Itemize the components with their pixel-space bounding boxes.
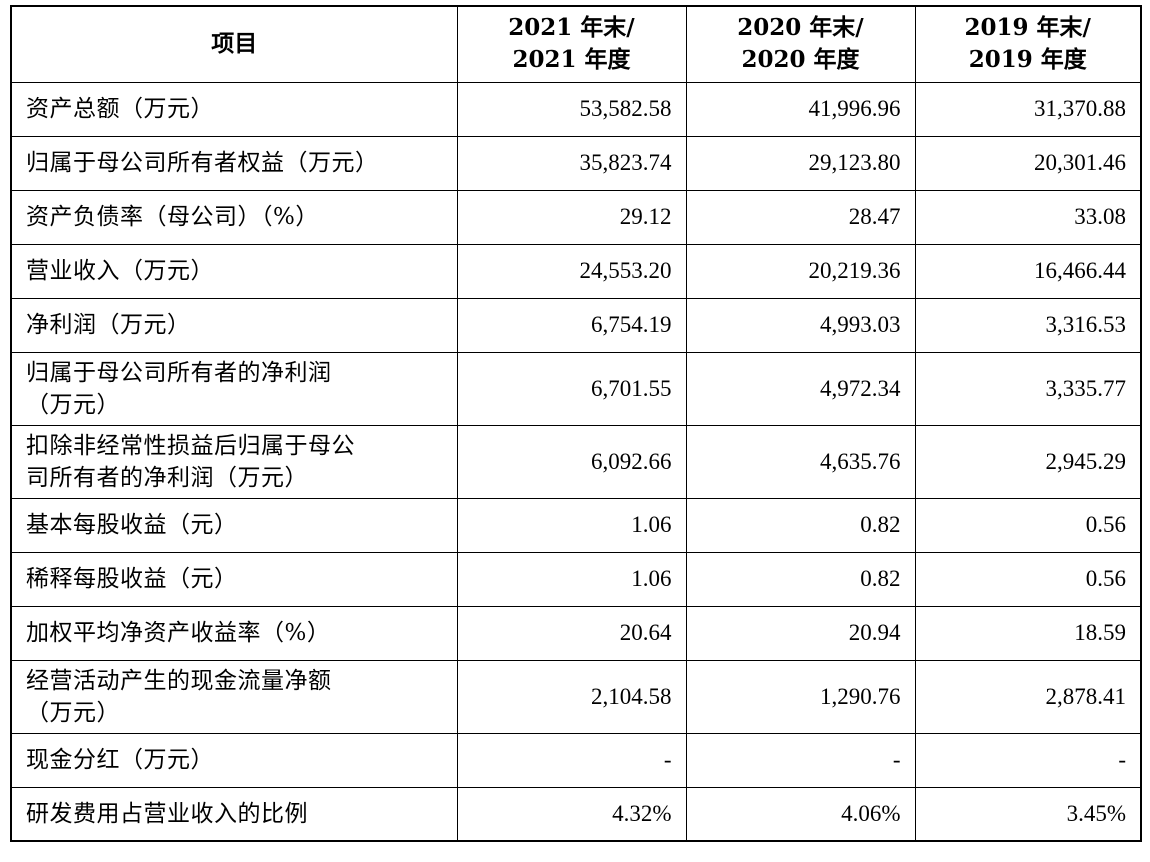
value-2019: 2,945.29 <box>914 424 1142 499</box>
row-label: 扣除非经常性损益后归属于母公 司所有者的净利润（万元） <box>10 424 458 499</box>
row-label: 资产负债率（母公司）（%） <box>10 189 458 245</box>
table-row: 营业收入（万元） 24,553.20 20,219.36 16,466.44 <box>10 243 1142 299</box>
table-row: 现金分红（万元） - - - <box>10 732 1142 788</box>
header-2019-line2: 2019 年度 <box>968 46 1087 74</box>
header-2020: 2020 年末/ 2020 年度 <box>685 5 916 83</box>
table-row: 研发费用占营业收入的比例 4.32% 4.06% 3.45% <box>10 786 1142 842</box>
row-label-line2: （万元） <box>26 699 120 726</box>
value-2020: 28.47 <box>685 189 916 245</box>
value-2021: 4.32% <box>456 786 687 842</box>
header-2021-line2: 2021 年度 <box>512 46 631 74</box>
value-2020: 20,219.36 <box>685 243 916 299</box>
table-row: 稀释每股收益（元） 1.06 0.82 0.56 <box>10 551 1142 607</box>
value-2021: 24,553.20 <box>456 243 687 299</box>
value-2020: 29,123.80 <box>685 135 916 191</box>
row-label: 研发费用占营业收入的比例 <box>10 786 458 842</box>
header-2019-line1: 2019 年末/ <box>964 14 1091 42</box>
value-2019: 3,316.53 <box>914 297 1142 353</box>
value-2020: 4,972.34 <box>685 351 916 426</box>
row-label-line1: 现金分红（万元） <box>26 747 214 773</box>
table-row: 归属于母公司所有者的净利润 （万元） 6,701.55 4,972.34 3,335.7… <box>10 351 1142 426</box>
row-label-line1: 稀释每股收益（元） <box>26 566 238 592</box>
row-label: 归属于母公司所有者权益（万元） <box>10 135 458 191</box>
row-label-line1: 归属于母公司所有者权益（万元） <box>26 150 379 176</box>
value-2019: 16,466.44 <box>914 243 1142 299</box>
value-2020: 0.82 <box>685 551 916 607</box>
value-2019: 0.56 <box>914 551 1142 607</box>
value-2020: 41,996.96 <box>685 81 916 137</box>
value-2021: 20.64 <box>456 605 687 661</box>
row-label: 资产总额（万元） <box>10 81 458 137</box>
value-2021: 2,104.58 <box>456 659 687 734</box>
table-row: 基本每股收益（元） 1.06 0.82 0.56 <box>10 497 1142 553</box>
value-2020: 4.06% <box>685 786 916 842</box>
row-label-line1: 基本每股收益（元） <box>26 512 238 538</box>
row-label: 稀释每股收益（元） <box>10 551 458 607</box>
value-2019: 18.59 <box>914 605 1142 661</box>
row-label-line1: 经营活动产生的现金流量净额 <box>26 667 332 694</box>
value-2020: 4,635.76 <box>685 424 916 499</box>
row-label-line1: 研发费用占营业收入的比例 <box>26 800 308 827</box>
value-2021: 29.12 <box>456 189 687 245</box>
value-2019: 3.45% <box>914 786 1142 842</box>
header-item: 项目 <box>10 5 458 83</box>
value-2021: 53,582.58 <box>456 81 687 137</box>
value-2021: - <box>456 732 687 788</box>
value-2021: 1.06 <box>456 497 687 553</box>
table-row: 加权平均净资产收益率（%） 20.64 20.94 18.59 <box>10 605 1142 661</box>
table-row: 扣除非经常性损益后归属于母公 司所有者的净利润（万元） 6,092.66 4,635.… <box>10 424 1142 499</box>
row-label: 营业收入（万元） <box>10 243 458 299</box>
header-2021: 2021 年末/ 2021 年度 <box>456 5 687 83</box>
header-2020-line2: 2020 年度 <box>741 46 860 74</box>
row-label-line2: （万元） <box>26 391 120 418</box>
header-2020-line1: 2020 年末/ <box>737 14 864 42</box>
value-2021: 6,092.66 <box>456 424 687 499</box>
value-2019: 0.56 <box>914 497 1142 553</box>
header-2021-line1: 2021 年末/ <box>508 14 635 42</box>
value-2020: - <box>685 732 916 788</box>
value-2021: 35,823.74 <box>456 135 687 191</box>
table-row: 资产总额（万元） 53,582.58 41,996.96 31,370.88 <box>10 81 1142 137</box>
value-2021: 6,701.55 <box>456 351 687 426</box>
row-label: 归属于母公司所有者的净利润 （万元） <box>10 351 458 426</box>
row-label-line1: 净利润（万元） <box>26 312 191 338</box>
table-row: 净利润（万元） 6,754.19 4,993.03 3,316.53 <box>10 297 1142 353</box>
table-body: 资产总额（万元） 53,582.58 41,996.96 31,370.88 归属于母公… <box>10 81 1142 842</box>
row-label: 基本每股收益（元） <box>10 497 458 553</box>
value-2019: 2,878.41 <box>914 659 1142 734</box>
table-row: 经营活动产生的现金流量净额 （万元） 2,104.58 1,290.76 2,878.4… <box>10 659 1142 734</box>
value-2019: 31,370.88 <box>914 81 1142 137</box>
row-label: 现金分红（万元） <box>10 732 458 788</box>
value-2019: 33.08 <box>914 189 1142 245</box>
row-label-line1: 资产负债率（母公司）（%） <box>26 204 319 230</box>
row-label-line1: 归属于母公司所有者的净利润 <box>26 359 332 386</box>
value-2020: 1,290.76 <box>685 659 916 734</box>
table-header-row: 项目 2021 年末/ 2021 年度 2020 年末/ 2020 年度 201… <box>10 5 1142 83</box>
value-2020: 0.82 <box>685 497 916 553</box>
row-label-line1: 加权平均净资产收益率（%） <box>26 620 331 646</box>
value-2020: 4,993.03 <box>685 297 916 353</box>
header-2019: 2019 年末/ 2019 年度 <box>914 5 1142 83</box>
row-label: 经营活动产生的现金流量净额 （万元） <box>10 659 458 734</box>
row-label: 净利润（万元） <box>10 297 458 353</box>
row-label-line1: 营业收入（万元） <box>26 258 214 284</box>
row-label: 加权平均净资产收益率（%） <box>10 605 458 661</box>
row-label-line1: 扣除非经常性损益后归属于母公 <box>26 432 355 459</box>
value-2019: 20,301.46 <box>914 135 1142 191</box>
value-2019: 3,335.77 <box>914 351 1142 426</box>
table-row: 资产负债率（母公司）（%） 29.12 28.47 33.08 <box>10 189 1142 245</box>
value-2021: 1.06 <box>456 551 687 607</box>
row-label-line1: 资产总额（万元） <box>26 96 214 122</box>
value-2019: - <box>914 732 1142 788</box>
value-2021: 6,754.19 <box>456 297 687 353</box>
value-2020: 20.94 <box>685 605 916 661</box>
financial-data-table: 项目 2021 年末/ 2021 年度 2020 年末/ 2020 年度 201… <box>10 5 1142 842</box>
row-label-line2: 司所有者的净利润（万元） <box>26 464 308 491</box>
table-row: 归属于母公司所有者权益（万元） 35,823.74 29,123.80 20,301.… <box>10 135 1142 191</box>
